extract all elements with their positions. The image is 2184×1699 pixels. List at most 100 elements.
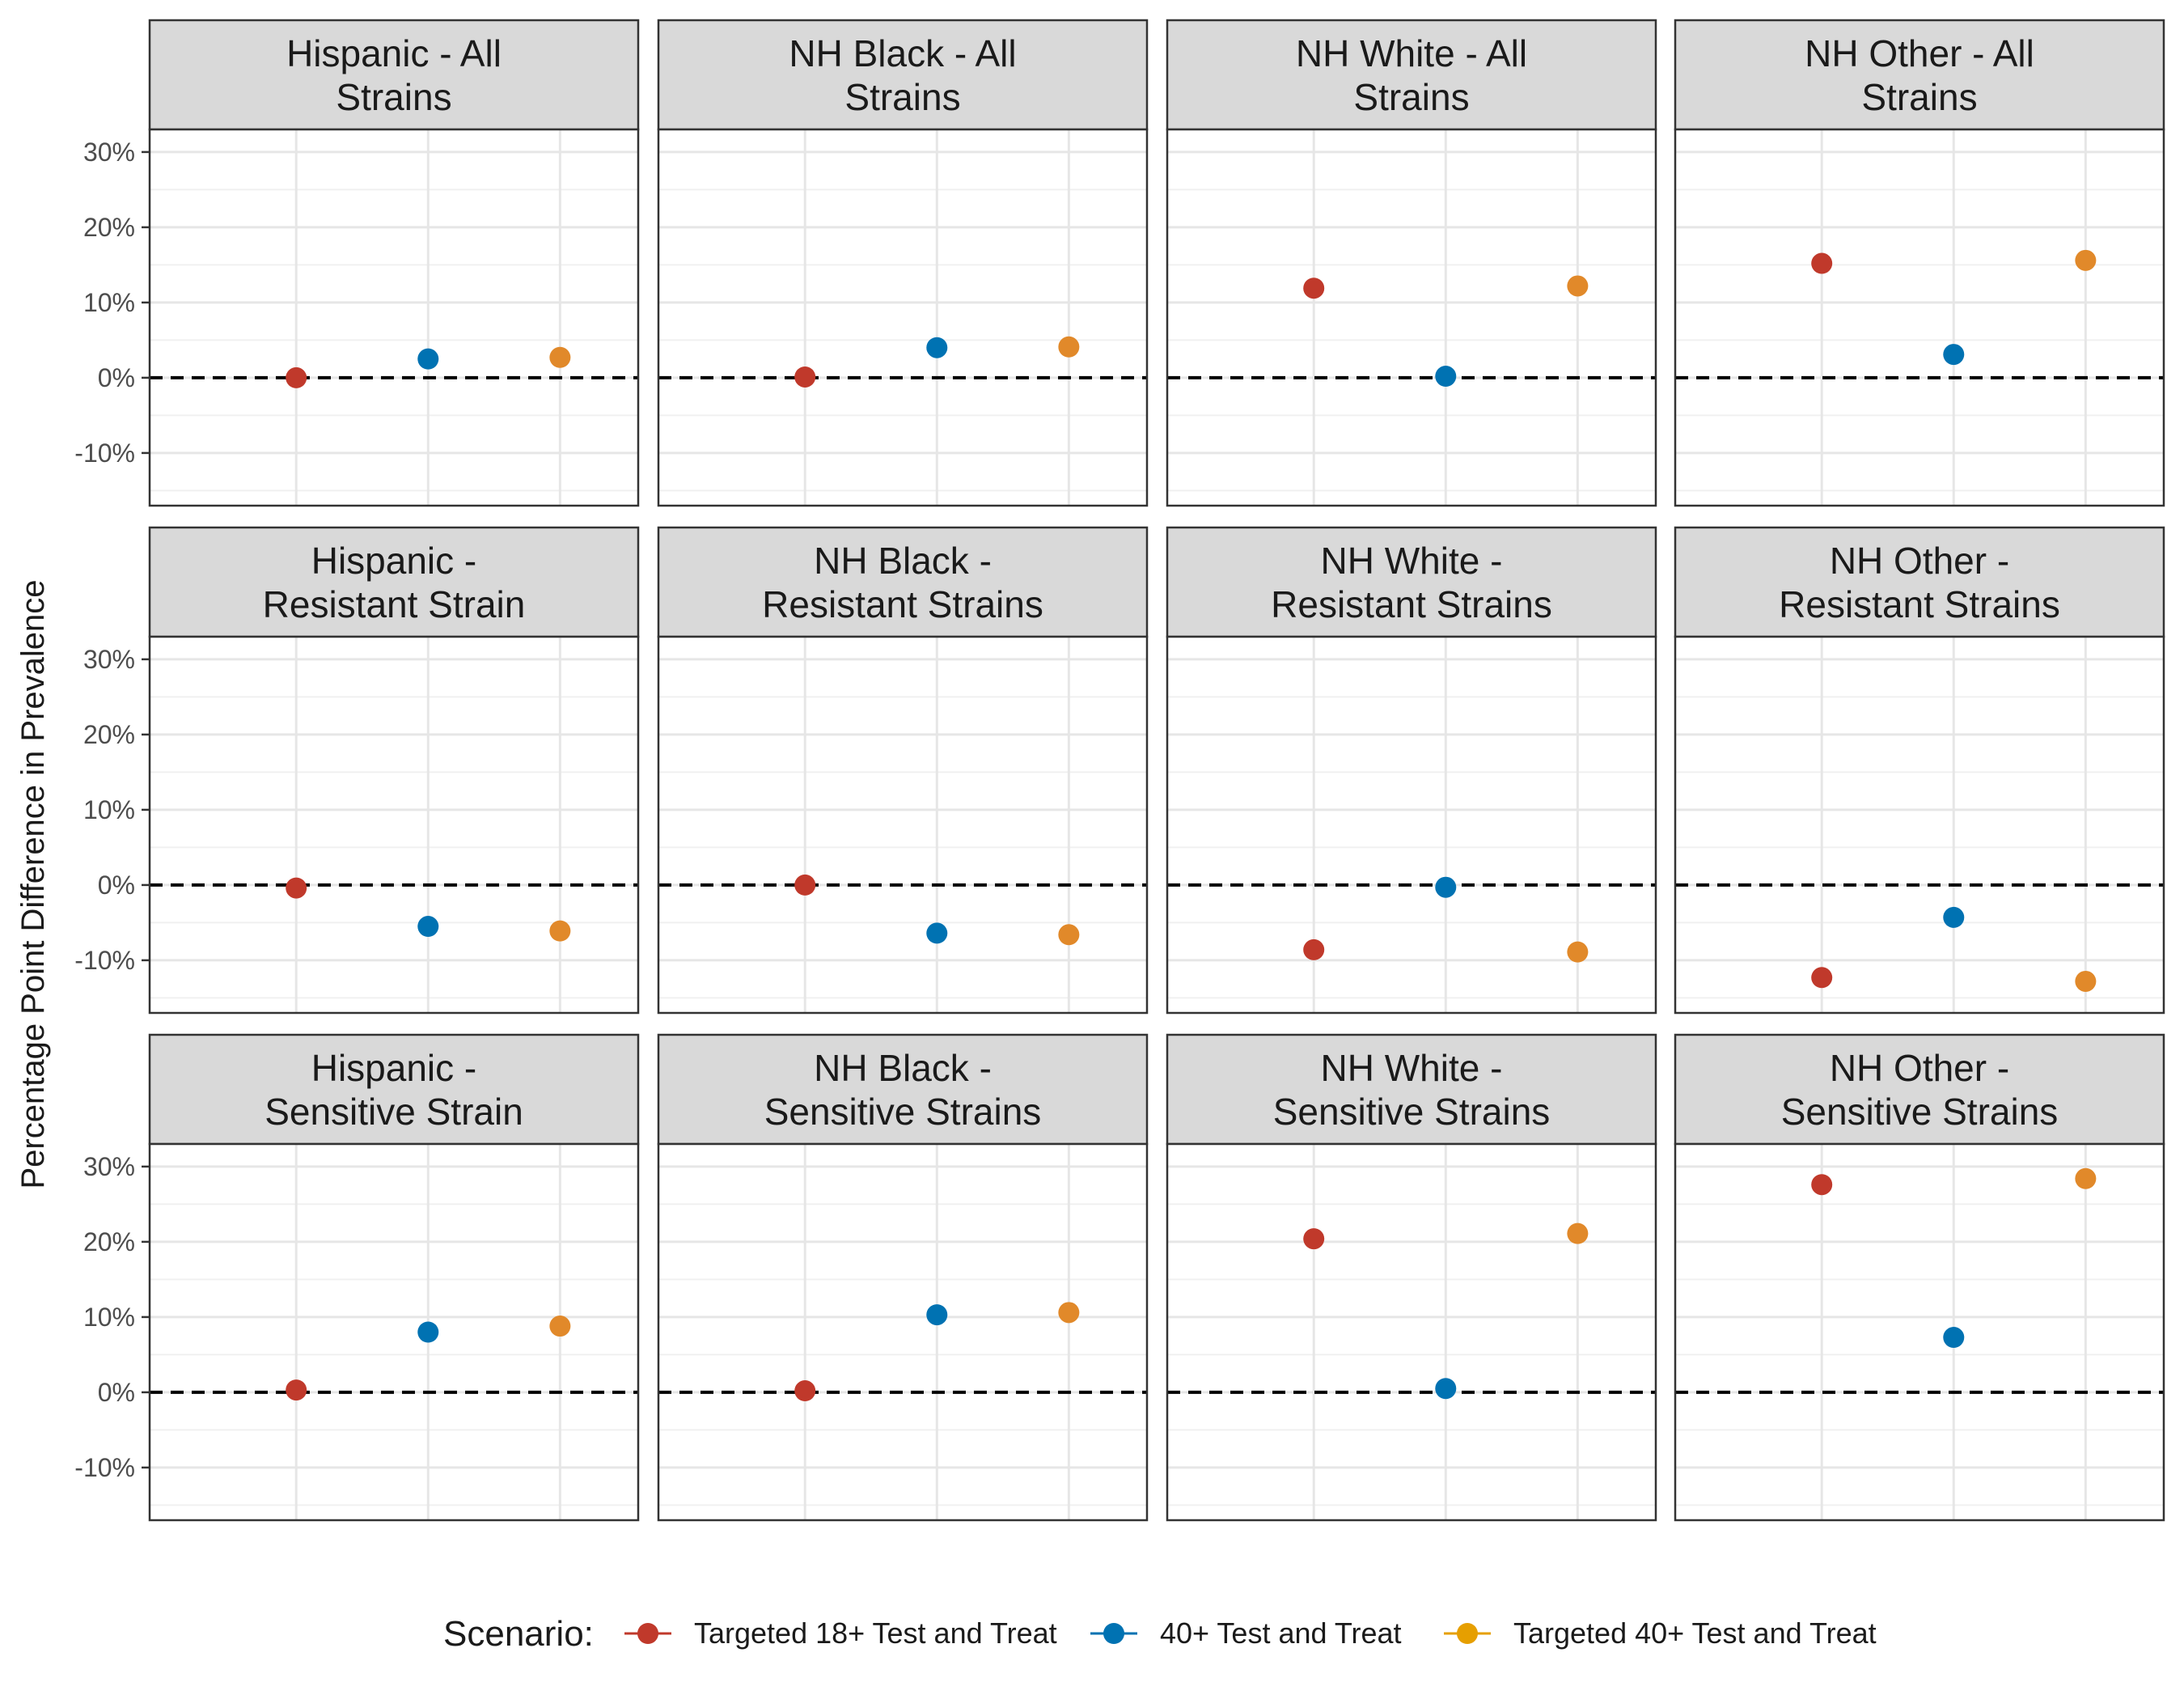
data-point <box>1435 876 1457 898</box>
facet-strip <box>657 526 1149 638</box>
data-point <box>1811 1174 1833 1196</box>
y-tick-label: -10% <box>74 439 135 468</box>
data-point <box>1303 278 1325 299</box>
facet-strip <box>1166 526 1657 638</box>
data-point <box>2075 970 2097 992</box>
data-point <box>1435 366 1457 388</box>
y-axis-title: Percentage Point Difference in Prevalenc… <box>15 579 51 1188</box>
y-tick-label: 20% <box>83 1227 135 1256</box>
facet-title: NH Other - All <box>1805 32 2034 74</box>
facet-title: Hispanic - All <box>286 32 502 74</box>
legend-title: Scenario: <box>443 1614 594 1654</box>
legend-label: Targeted 18+ Test and Treat <box>694 1616 1057 1650</box>
panel-border <box>657 128 1149 507</box>
data-point <box>286 1379 307 1401</box>
data-point <box>2075 249 2097 271</box>
facet-panel: NH Black -Resistant Strains <box>657 526 1149 1015</box>
facet-title: Strains <box>336 76 451 118</box>
facet-panel: NH White -Resistant Strains <box>1166 526 1657 1015</box>
legend-key-point <box>637 1623 658 1644</box>
data-point <box>417 1321 439 1343</box>
data-point <box>794 874 816 896</box>
data-point <box>1435 1378 1457 1400</box>
facet-strip <box>657 19 1149 131</box>
legend-item: Targeted 40+ Test and Treat <box>1444 1616 1877 1650</box>
plot-background <box>150 637 638 1013</box>
plot-background <box>1167 129 1656 506</box>
data-point <box>1811 252 1833 274</box>
plot-background <box>150 129 638 506</box>
facet-panel: NH Other -Sensitive Strains <box>1674 1033 2165 1522</box>
facet-title: NH White - <box>1321 1047 1503 1089</box>
facet-strip <box>148 1033 640 1146</box>
data-point <box>1567 1222 1589 1244</box>
data-point <box>794 366 816 388</box>
facet-strip <box>1166 19 1657 131</box>
legend-key-point <box>1457 1623 1478 1644</box>
legend-label: Targeted 40+ Test and Treat <box>1513 1616 1877 1650</box>
facet-panel: NH White -Sensitive Strains <box>1166 1033 1657 1522</box>
facet-title: NH Other - <box>1830 1047 2009 1089</box>
y-tick-label: -10% <box>74 1453 135 1482</box>
facet-title: Strains <box>1861 76 1977 118</box>
y-tick-label: 30% <box>83 1152 135 1181</box>
y-tick-label: 10% <box>83 795 135 824</box>
data-point <box>1943 906 1965 928</box>
facet-title: NH White - All <box>1296 32 1527 74</box>
facet-title: NH Black - <box>814 540 992 582</box>
legend: Scenario: Targeted 18+ Test and Treat 40+… <box>443 1614 1877 1654</box>
panel-border <box>1166 635 1657 1015</box>
facet-strip <box>1674 19 2165 131</box>
facet-title: Sensitive Strains <box>1273 1091 1551 1133</box>
data-point <box>417 916 439 938</box>
legend-key-point <box>1103 1623 1124 1644</box>
facet-panel: Hispanic -Resistant Strain 30% 20% 10% 0% -10… <box>74 526 640 1015</box>
data-point <box>1811 967 1833 989</box>
data-point <box>1058 924 1080 946</box>
legend-label: 40+ Test and Treat <box>1160 1616 1402 1650</box>
data-point <box>1567 275 1589 297</box>
data-point <box>549 346 571 368</box>
plot-background <box>1675 637 2164 1013</box>
data-point <box>794 1380 816 1402</box>
panel-border <box>1166 1142 1657 1522</box>
plot-background <box>658 637 1147 1013</box>
panel-border <box>148 1142 640 1522</box>
facet-title: NH Black - <box>814 1047 992 1089</box>
data-point <box>926 1304 948 1326</box>
facet-strip <box>148 526 640 638</box>
data-point <box>1943 344 1965 366</box>
plot-background <box>658 129 1147 506</box>
facet-title: Strains <box>1353 76 1469 118</box>
panel-border <box>657 635 1149 1015</box>
facet-title: Resistant Strains <box>762 583 1043 625</box>
facet-strip <box>1166 1033 1657 1146</box>
facet-strip <box>1674 526 2165 638</box>
facet-panel: NH Black -Sensitive Strains <box>657 1033 1149 1522</box>
y-tick-label: 30% <box>83 645 135 674</box>
data-point <box>286 366 307 388</box>
facet-title: NH Other - <box>1830 540 2009 582</box>
data-point <box>1303 1228 1325 1250</box>
panel-border <box>657 1142 1149 1522</box>
legend-item: 40+ Test and Treat <box>1090 1616 1402 1650</box>
panel-border <box>1674 1142 2165 1522</box>
panel-border <box>1166 128 1657 507</box>
facet-title: Sensitive Strain <box>265 1091 523 1133</box>
plot-background <box>1675 129 2164 506</box>
facet-title: Strains <box>844 76 960 118</box>
data-point <box>1058 1302 1080 1324</box>
facet-strip <box>657 1033 1149 1146</box>
data-point <box>549 1316 571 1337</box>
data-point <box>2075 1167 2097 1189</box>
data-point <box>286 877 307 899</box>
panel-border <box>148 128 640 507</box>
data-point <box>926 922 948 944</box>
panel-border <box>148 635 640 1015</box>
